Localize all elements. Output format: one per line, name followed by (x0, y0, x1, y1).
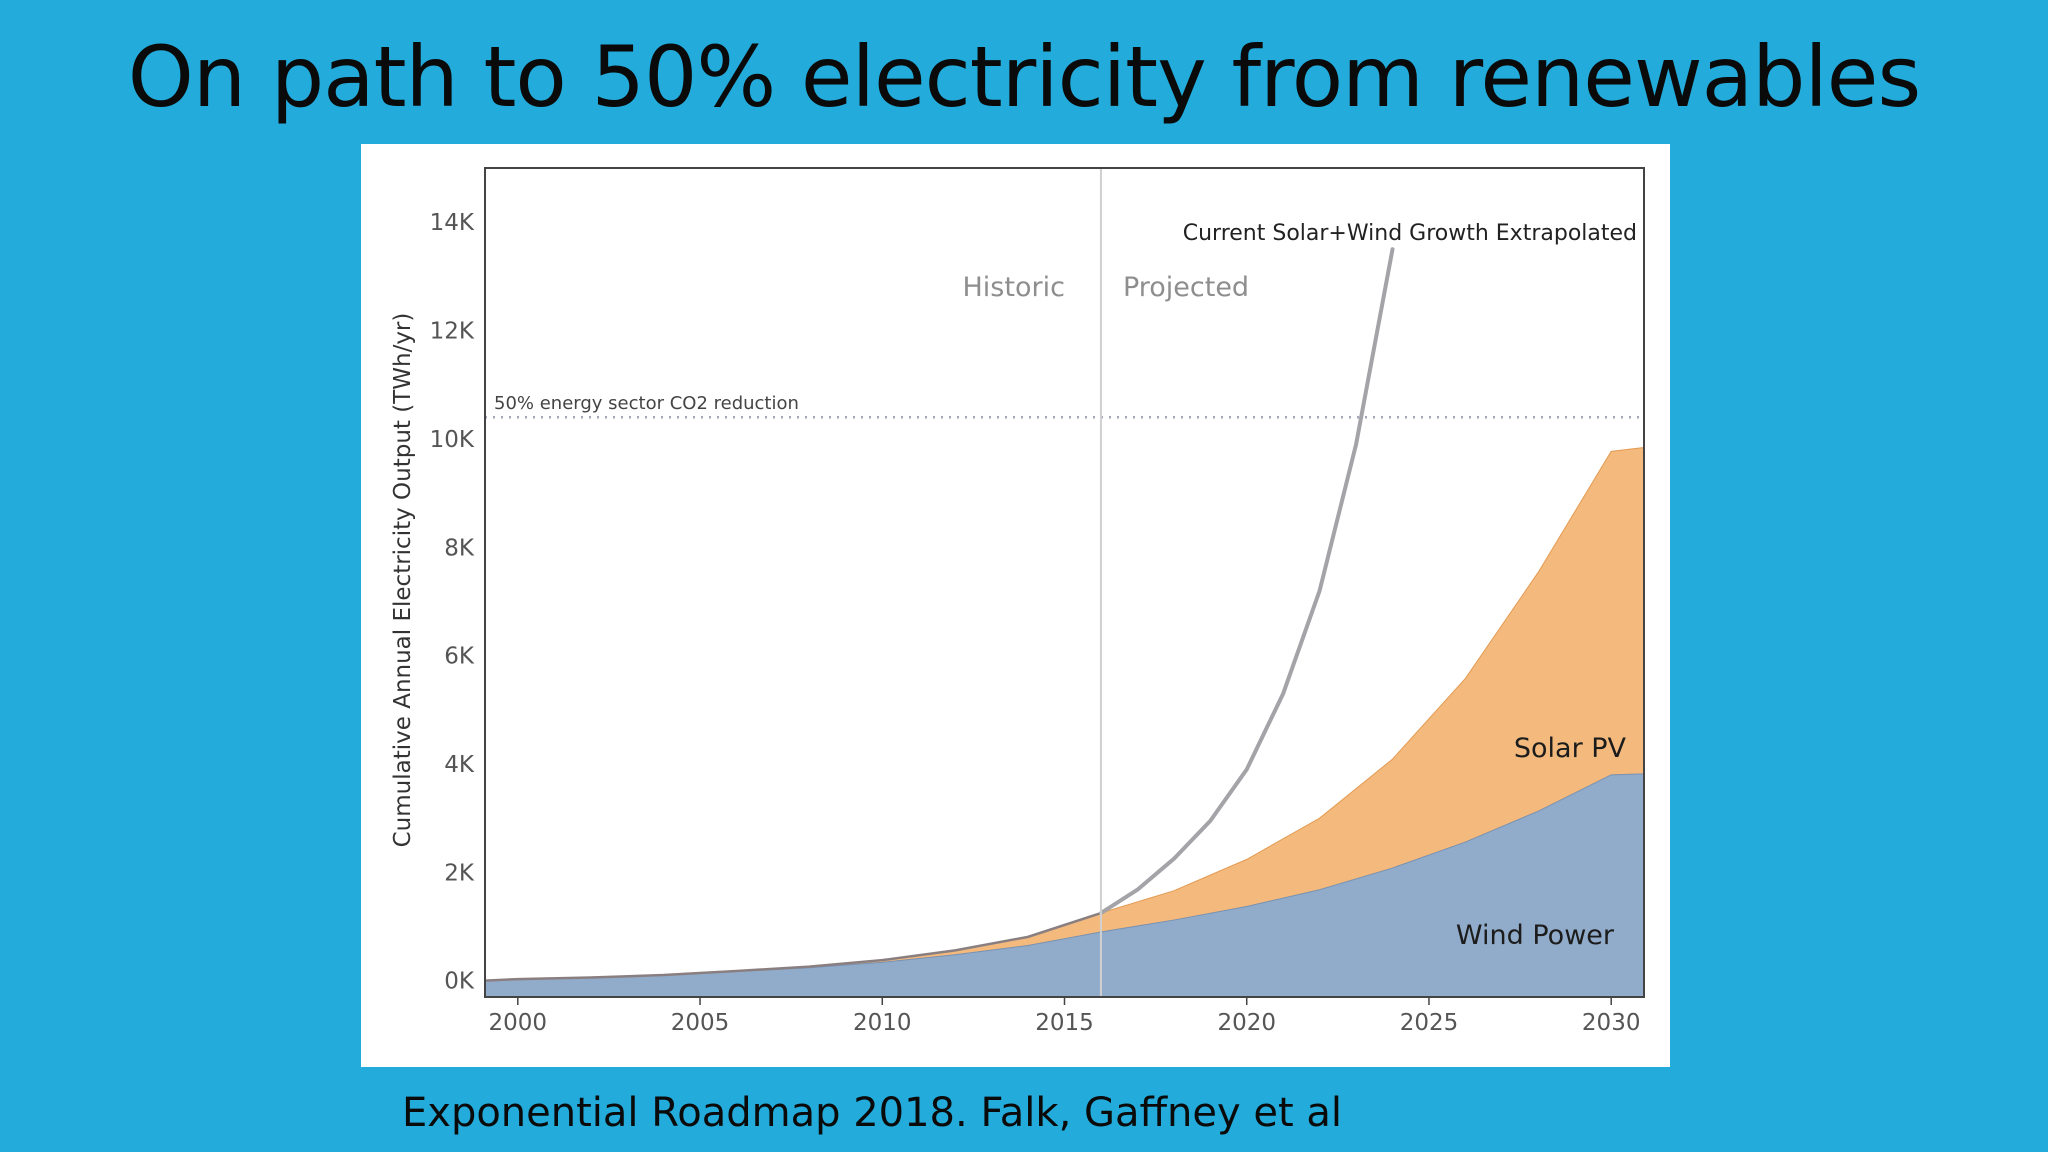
historic-total-line (485, 911, 1102, 982)
x-tick-label: 2000 (489, 1010, 548, 1036)
y-tick-label: 10K (430, 427, 475, 453)
x-tick-label: 2010 (853, 1010, 912, 1036)
labels-layer: 50% energy sector CO2 reduction Historic P… (390, 210, 1640, 1036)
reference-line-label: 50% energy sector CO2 reduction (494, 393, 799, 414)
axes-layer (484, 167, 1645, 1005)
chart-svg: 50% energy sector CO2 reduction Historic P… (390, 167, 1645, 1036)
x-tick-label: 2020 (1217, 1010, 1276, 1036)
extrapolation-curve (1098, 247, 1395, 916)
areas-layer (485, 446, 1644, 997)
x-tick-label: 2005 (671, 1010, 730, 1036)
extrapolation-label: Current Solar+Wind Growth Extrapolated (1183, 221, 1637, 246)
x-tick-label: 2025 (1400, 1010, 1459, 1036)
x-tick-label: 2030 (1582, 1010, 1641, 1036)
historic-label: Historic (963, 272, 1065, 303)
slide-title: On path to 50% electricity from renewabl… (127, 28, 1921, 126)
y-axis-label: Cumulative Annual Electricity Output (TW… (390, 313, 416, 848)
y-tick-label: 12K (430, 319, 475, 345)
y-tick-label: 14K (430, 210, 475, 236)
source-caption: Exponential Roadmap 2018. Falk, Gaffney … (402, 1090, 1343, 1136)
series-label-wind-power: Wind Power (1456, 920, 1615, 951)
x-tick-label: 2015 (1035, 1010, 1094, 1036)
chart-panel: 50% energy sector CO2 reduction Historic P… (361, 144, 1670, 1067)
series-label-solar-pv: Solar PV (1514, 733, 1627, 764)
y-tick-label: 6K (444, 644, 475, 670)
projected-label: Projected (1123, 272, 1249, 303)
y-tick-label: 2K (444, 860, 475, 886)
lines-layer (485, 247, 1395, 982)
y-tick-label: 8K (444, 535, 475, 561)
y-tick-label: 4K (444, 752, 475, 778)
y-tick-label: 0K (444, 969, 475, 995)
